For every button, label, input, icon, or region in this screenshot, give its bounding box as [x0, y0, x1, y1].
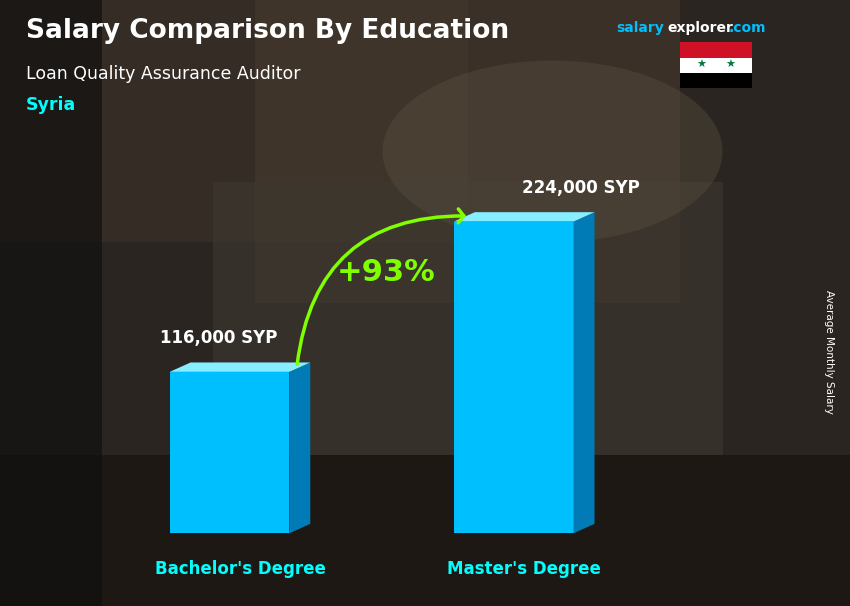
- Text: Loan Quality Assurance Auditor: Loan Quality Assurance Auditor: [26, 65, 300, 83]
- Bar: [680, 42, 752, 58]
- Text: ★: ★: [697, 60, 706, 70]
- Polygon shape: [574, 212, 594, 533]
- Polygon shape: [454, 212, 594, 222]
- Polygon shape: [170, 362, 310, 372]
- Text: ★: ★: [726, 60, 735, 70]
- Text: salary: salary: [616, 21, 664, 35]
- Polygon shape: [170, 372, 289, 533]
- Ellipse shape: [382, 61, 722, 242]
- Bar: [0, 0, 102, 606]
- Text: 116,000 SYP: 116,000 SYP: [160, 330, 277, 347]
- Text: Salary Comparison By Education: Salary Comparison By Education: [26, 18, 508, 44]
- Text: 224,000 SYP: 224,000 SYP: [522, 179, 640, 197]
- Text: explorer: explorer: [667, 21, 733, 35]
- Polygon shape: [289, 362, 310, 533]
- Bar: [680, 58, 752, 73]
- Polygon shape: [454, 222, 574, 533]
- Text: +93%: +93%: [337, 258, 436, 287]
- Text: Average Monthly Salary: Average Monthly Salary: [824, 290, 834, 413]
- Text: .com: .com: [728, 21, 766, 35]
- Text: Bachelor's Degree: Bachelor's Degree: [155, 559, 326, 578]
- Bar: [0, 454, 850, 606]
- Bar: [680, 73, 752, 88]
- Bar: [0, 0, 468, 242]
- Text: Master's Degree: Master's Degree: [447, 559, 601, 578]
- Bar: [255, 0, 680, 303]
- Text: Syria: Syria: [26, 96, 76, 114]
- Bar: [212, 182, 722, 454]
